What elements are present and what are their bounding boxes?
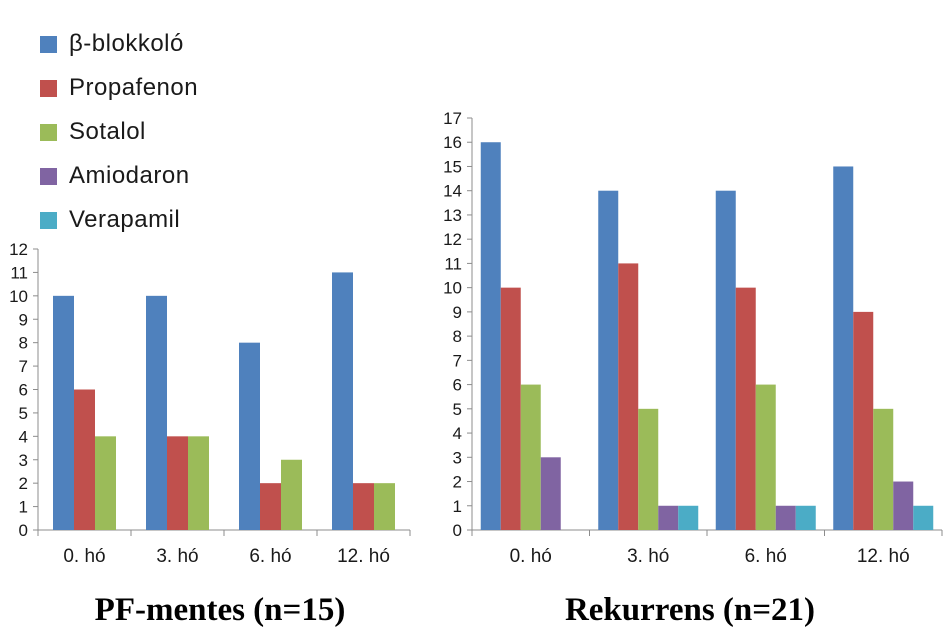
y-tick-label: 4	[19, 427, 28, 446]
y-tick-label: 12	[443, 230, 462, 249]
y-tick-label: 15	[443, 157, 462, 176]
y-tick-label: 3	[453, 448, 462, 467]
bar	[95, 436, 116, 530]
bar	[353, 483, 374, 530]
y-tick-label: 12	[9, 240, 28, 259]
legend-label: Propafenon	[69, 74, 199, 101]
bar	[873, 408, 894, 530]
y-tick-label: 8	[453, 327, 462, 346]
bar	[638, 408, 659, 530]
y-tick-label: 2	[19, 474, 28, 493]
y-tick-label: 11	[444, 254, 462, 273]
y-tick-label: 6	[19, 381, 28, 400]
legend-swatch	[40, 211, 57, 229]
y-tick-label: 1	[19, 498, 28, 517]
y-tick-label: 9	[19, 310, 28, 329]
x-tick-label: 6. hó	[249, 546, 291, 567]
bar	[53, 295, 74, 530]
y-tick-label: 7	[453, 351, 462, 370]
x-tick-label: 12. hó	[857, 546, 910, 567]
y-tick-label: 16	[443, 133, 462, 152]
y-tick-label: 10	[443, 279, 462, 298]
y-tick-label: 17	[443, 109, 462, 128]
bar	[775, 505, 796, 530]
bar	[332, 272, 353, 530]
y-tick-label: 2	[453, 473, 462, 492]
bar	[893, 481, 914, 530]
bar	[833, 166, 854, 530]
legend-item: β-blokkoló	[40, 22, 198, 66]
x-tick-label: 0. hó	[63, 546, 105, 567]
x-tick-label: 0. hó	[510, 546, 552, 567]
y-tick-label: 5	[19, 404, 28, 423]
bar	[618, 263, 639, 530]
y-tick-label: 5	[453, 400, 462, 419]
chart-title-rekurrens: Rekurrens (n=21)	[565, 592, 815, 628]
y-tick-label: 11	[10, 263, 28, 282]
bar	[281, 459, 302, 530]
bar	[913, 505, 934, 530]
y-tick-label: 14	[443, 182, 462, 201]
legend-item: Amiodaron	[40, 154, 198, 198]
legend-swatch	[40, 123, 57, 141]
chart-title-pf-mentes: PF-mentes (n=15)	[95, 592, 346, 628]
bar	[658, 505, 679, 530]
legend-swatch	[40, 167, 57, 185]
y-tick-label: 9	[453, 303, 462, 322]
legend-label: Sotalol	[69, 118, 146, 145]
bar	[678, 505, 699, 530]
bar	[188, 436, 209, 530]
bar	[74, 389, 95, 530]
bar	[146, 295, 167, 530]
bar	[167, 436, 188, 530]
legend-label: Amiodaron	[69, 162, 190, 189]
x-tick-label: 12. hó	[337, 546, 390, 567]
legend-item: Sotalol	[40, 110, 198, 154]
x-tick-label: 3. hó	[627, 546, 669, 567]
bar	[239, 342, 260, 530]
bar	[500, 287, 521, 530]
bar	[755, 384, 776, 530]
bar	[260, 483, 281, 530]
bar	[540, 457, 561, 530]
legend-item: Propafenon	[40, 66, 198, 110]
y-tick-label: 6	[453, 376, 462, 395]
legend-label: β-blokkoló	[69, 30, 184, 57]
bar	[735, 287, 756, 530]
y-tick-label: 13	[443, 206, 462, 225]
bar	[795, 505, 816, 530]
legend-swatch	[40, 79, 57, 97]
bar	[853, 311, 874, 530]
legend-label: Verapamil	[69, 206, 181, 233]
y-tick-label: 7	[19, 357, 28, 376]
chart-legend: β-blokkoló Propafenon Sotalol Amiodaron Vera…	[40, 22, 198, 242]
bar	[374, 483, 395, 530]
y-tick-label: 8	[19, 334, 28, 353]
legend-item: Verapamil	[40, 198, 198, 242]
y-tick-label: 0	[453, 521, 462, 540]
x-tick-label: 3. hó	[156, 546, 198, 567]
bar	[480, 142, 501, 530]
bar	[598, 190, 619, 531]
bar	[715, 190, 736, 531]
y-tick-label: 0	[19, 521, 28, 540]
bar	[520, 384, 541, 530]
y-tick-label: 1	[453, 497, 462, 516]
legend-swatch	[40, 35, 57, 53]
y-tick-label: 10	[9, 287, 28, 306]
x-tick-label: 6. hó	[745, 546, 787, 567]
y-tick-label: 4	[453, 424, 462, 443]
y-tick-label: 3	[19, 451, 28, 470]
